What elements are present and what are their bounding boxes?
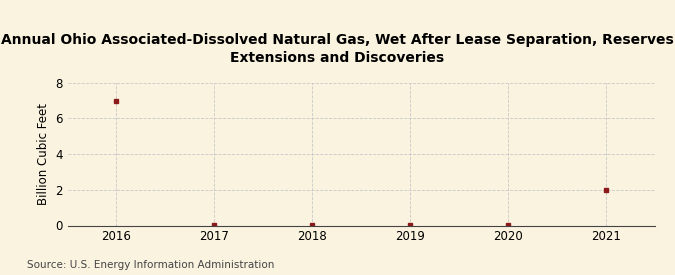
Text: Source: U.S. Energy Information Administration: Source: U.S. Energy Information Administ…	[27, 260, 274, 270]
Text: Annual Ohio Associated-Dissolved Natural Gas, Wet After Lease Separation, Reserv: Annual Ohio Associated-Dissolved Natural…	[1, 33, 674, 65]
Y-axis label: Billion Cubic Feet: Billion Cubic Feet	[36, 103, 49, 205]
